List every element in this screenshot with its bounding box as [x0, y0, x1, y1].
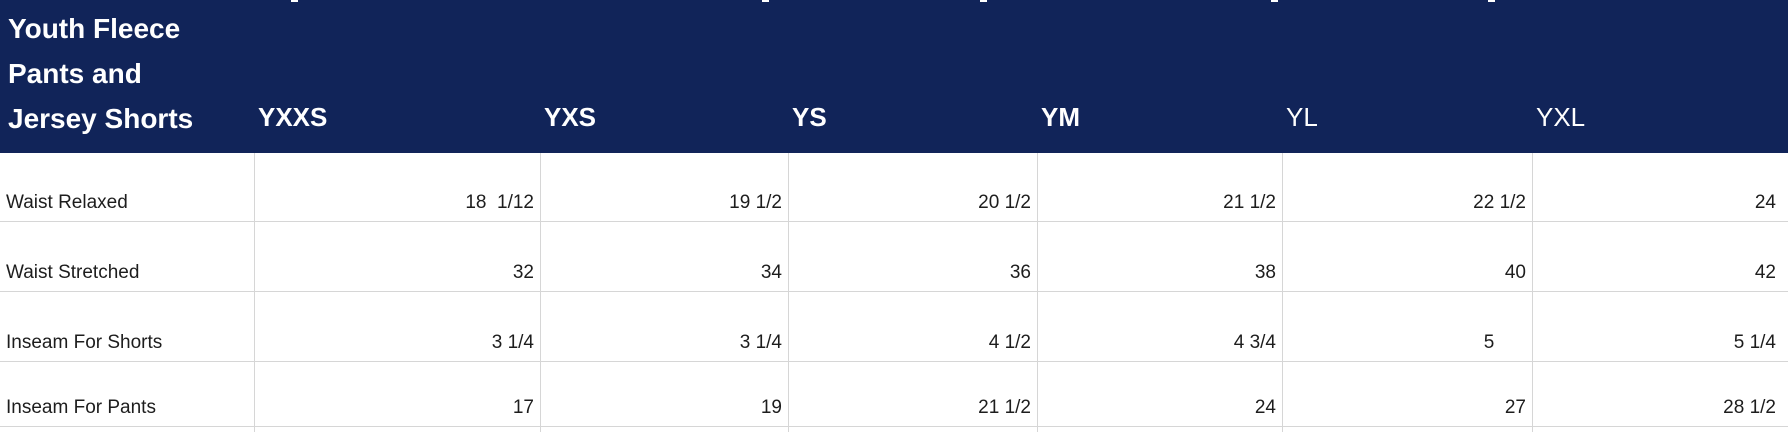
table-title-line-1: Youth Fleece: [8, 13, 181, 44]
header-top-tick: [762, 0, 769, 2]
column-gridline: [1037, 153, 1038, 432]
column-header-yxl: YXL: [1536, 102, 1586, 132]
column-header-yxs: YXS: [544, 102, 597, 132]
column-header-yxxs: YXXS: [258, 102, 328, 132]
cell-waist-relaxed-yxs: 19 1/2: [729, 192, 782, 213]
cell-inseam-shorts-yxl: 5 1/4: [1733, 332, 1776, 353]
cell-inseam-shorts-yl: 5: [1483, 332, 1526, 353]
cell-inseam-pants-ym: 24: [1254, 397, 1276, 418]
header-top-tick: [980, 0, 987, 2]
column-gridline: [788, 153, 789, 432]
row-label: Inseam For Pants: [6, 397, 156, 418]
column-gridline: [254, 153, 255, 432]
column-gridline: [1282, 153, 1283, 432]
cell-waist-relaxed-yxl: 24: [1754, 192, 1776, 213]
row-label: Inseam For Shorts: [6, 332, 163, 353]
column-gridline: [540, 153, 541, 432]
table-title-line-2: Pants and: [8, 58, 142, 89]
cell-inseam-shorts-ys: 4 1/2: [988, 332, 1031, 353]
cell-inseam-pants-yxl: 28 1/2: [1723, 397, 1776, 418]
table-row-inseam-shorts: Inseam For Shorts 3 1/4 3 1/4 4 1/2 4 3/…: [0, 292, 1788, 362]
header-top-tick: [1488, 0, 1495, 2]
cell-inseam-pants-yxs: 19: [760, 397, 782, 418]
header-top-tick: [1271, 0, 1278, 2]
column-header-yl: YL: [1286, 102, 1318, 132]
cell-waist-relaxed-yl: 22 1/2: [1473, 192, 1526, 213]
table-header-row: Youth Fleece Pants and Jersey Shorts YXX…: [0, 0, 1788, 153]
cell-waist-stretched-ym: 38: [1254, 262, 1276, 283]
cell-waist-relaxed-yxxs: 18 1/12: [465, 192, 534, 213]
cell-inseam-shorts-yxs: 3 1/4: [739, 332, 782, 353]
cell-waist-stretched-yxs: 34: [760, 262, 782, 283]
cell-waist-stretched-ys: 36: [1009, 262, 1031, 283]
column-header-ys: YS: [792, 102, 827, 132]
cell-inseam-pants-yl: 27: [1504, 397, 1526, 418]
row-label: Waist Relaxed: [6, 192, 128, 213]
table-title-line-3: Jersey Shorts: [8, 103, 194, 134]
cell-waist-stretched-yxxs: 32: [512, 262, 534, 283]
cell-waist-stretched-yl: 40: [1504, 262, 1526, 283]
header-top-tick: [291, 0, 298, 2]
column-header-ym: YM: [1041, 102, 1080, 132]
cell-inseam-pants-yxxs: 17: [512, 397, 534, 418]
cell-inseam-pants-ys: 21 1/2: [978, 397, 1031, 418]
row-label: Waist Stretched: [6, 262, 140, 283]
cell-waist-stretched-yxl: 42: [1754, 262, 1776, 283]
cell-waist-relaxed-ys: 20 1/2: [978, 192, 1031, 213]
cell-waist-relaxed-ym: 21 1/2: [1223, 192, 1276, 213]
cell-inseam-shorts-ym: 4 3/4: [1233, 332, 1276, 353]
cell-inseam-shorts-yxxs: 3 1/4: [491, 332, 534, 353]
table-row-waist-relaxed: Waist Relaxed 18 1/12 19 1/2 20 1/2 21 1…: [0, 153, 1788, 222]
column-gridline: [1532, 153, 1533, 432]
table-title: Youth Fleece Pants and Jersey Shorts: [0, 0, 254, 153]
table-row-inseam-pants: Inseam For Pants 17 19 21 1/2 24 27 28 1…: [0, 362, 1788, 427]
table-row-waist-stretched: Waist Stretched 32 34 36 38 40 42: [0, 222, 1788, 292]
